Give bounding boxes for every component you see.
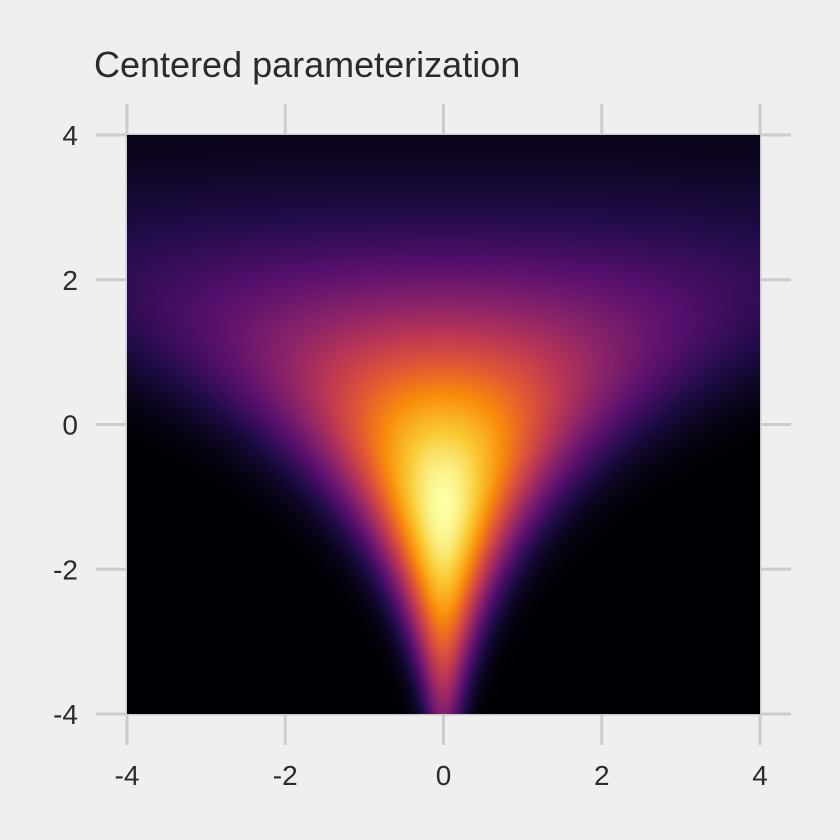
- x-tick-label-2: 0: [436, 760, 452, 791]
- x-axis-tick-labels: -4 -2 0 2 4: [115, 760, 768, 791]
- heatmap-plot-area: [127, 135, 760, 714]
- x-tick-label-0: -4: [115, 760, 140, 791]
- y-tick-label-0: -4: [53, 699, 78, 730]
- y-tick-label-1: -2: [53, 554, 78, 585]
- chart-title: Centered parameterization: [94, 44, 520, 85]
- x-tick-label-1: -2: [273, 760, 298, 791]
- heatmap-canvas: [127, 135, 760, 714]
- x-tick-label-3: 2: [594, 760, 610, 791]
- y-tick-label-4: 4: [62, 120, 78, 151]
- y-axis-tick-labels: -4 -2 0 2 4: [53, 120, 78, 730]
- x-tick-label-4: 4: [752, 760, 768, 791]
- y-tick-label-3: 2: [62, 265, 78, 296]
- y-tick-label-2: 0: [62, 410, 78, 441]
